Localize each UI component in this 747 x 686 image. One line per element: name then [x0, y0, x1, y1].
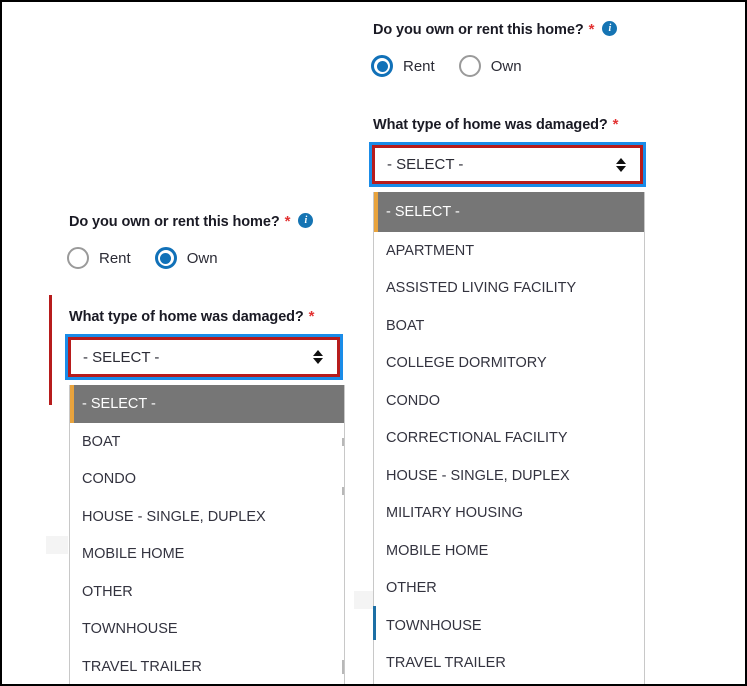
- left-home-type-question-text: What type of home was damaged?: [69, 308, 304, 325]
- scroll-hint-dot: [342, 487, 344, 495]
- dropdown-option[interactable]: TRAVEL TRAILER: [386, 655, 506, 672]
- dropdown-option[interactable]: TOWNHOUSE: [82, 621, 178, 638]
- dropdown-option[interactable]: BOAT: [82, 433, 121, 450]
- dropdown-scroll-marker: [373, 606, 376, 640]
- dropdown-option[interactable]: OTHER: [82, 583, 133, 600]
- left-home-type-select-box[interactable]: - SELECT -: [68, 337, 340, 377]
- right-radio-option-rent[interactable]: Rent: [371, 55, 435, 77]
- spinner-up-down-icon[interactable]: [616, 157, 626, 172]
- right-home-type-question-text: What type of home was damaged?: [373, 116, 608, 133]
- dropdown-option[interactable]: CORRECTIONAL FACILITY: [386, 430, 568, 447]
- dropdown-option[interactable]: HOUSE - SINGLE, DUPLEX: [386, 467, 570, 484]
- dropdown-option[interactable]: - SELECT -: [374, 192, 644, 232]
- dropdown-option[interactable]: CONDO: [386, 392, 440, 409]
- scroll-hint-dot: [342, 438, 344, 446]
- dropdown-left-strip: [374, 192, 378, 232]
- dropdown-option[interactable]: APARTMENT: [386, 242, 475, 259]
- right-ownership-radio-group: Rent Own: [371, 55, 546, 77]
- required-asterisk: *: [612, 116, 619, 133]
- info-icon[interactable]: i: [298, 213, 314, 228]
- left-radio-option-own[interactable]: Own: [154, 247, 218, 269]
- dropdown-option[interactable]: MOBILE HOME: [82, 546, 185, 563]
- left-radio-option-rent[interactable]: Rent: [67, 247, 131, 269]
- left-home-type-question-label: What type of home was damaged? *: [69, 308, 315, 325]
- error-accent-bar: [49, 295, 52, 405]
- right-radio-own-input[interactable]: [458, 55, 481, 77]
- right-radio-option-own[interactable]: Own: [458, 55, 522, 77]
- info-icon[interactable]: i: [602, 21, 618, 36]
- dropdown-option[interactable]: CONDO: [82, 471, 136, 488]
- dropdown-option[interactable]: TRAVEL TRAILER: [82, 658, 202, 675]
- left-radio-rent-input[interactable]: [67, 247, 89, 269]
- dropdown-option[interactable]: OTHER: [386, 580, 437, 597]
- background-artifact: [46, 536, 68, 554]
- right-radio-own-label: Own: [490, 57, 522, 75]
- right-ownership-question-label: Do you own or rent this home? * i: [373, 21, 618, 38]
- scroll-hint-dot: [342, 660, 344, 674]
- left-home-type-select[interactable]: - SELECT -: [65, 334, 343, 380]
- dropdown-option[interactable]: MOBILE HOME: [386, 542, 489, 559]
- right-home-type-select[interactable]: - SELECT -: [369, 142, 646, 187]
- right-home-type-select-value: - SELECT -: [387, 156, 464, 173]
- right-radio-rent-label: Rent: [403, 57, 435, 75]
- required-asterisk: *: [284, 213, 291, 230]
- required-asterisk: *: [588, 21, 595, 38]
- dropdown-option[interactable]: HOUSE - SINGLE, DUPLEX: [82, 508, 266, 525]
- right-home-type-select-box[interactable]: - SELECT -: [372, 145, 643, 184]
- right-radio-rent-input[interactable]: [371, 55, 393, 77]
- left-ownership-radio-group: Rent Own: [67, 247, 242, 269]
- left-ownership-question-label: Do you own or rent this home? * i: [69, 213, 314, 230]
- left-radio-rent-label: Rent: [99, 249, 131, 267]
- left-home-type-dropdown-list[interactable]: - SELECT - BOAT CONDO HOUSE - SINGLE, DU…: [69, 385, 345, 684]
- right-ownership-question-text: Do you own or rent this home?: [373, 21, 584, 38]
- dropdown-option[interactable]: COLLEGE DORMITORY: [386, 355, 547, 372]
- left-radio-own-input[interactable]: [154, 247, 177, 269]
- right-home-type-dropdown-list[interactable]: - SELECT - APARTMENT ASSISTED LIVING FAC…: [373, 192, 645, 684]
- left-radio-own-label: Own: [186, 249, 218, 267]
- background-artifact: [354, 591, 374, 609]
- required-asterisk: *: [308, 308, 315, 325]
- spinner-up-down-icon[interactable]: [313, 350, 323, 364]
- dropdown-option[interactable]: BOAT: [386, 317, 425, 334]
- dropdown-option[interactable]: - SELECT -: [70, 385, 344, 423]
- dropdown-option[interactable]: TOWNHOUSE: [386, 617, 482, 634]
- left-ownership-question-text: Do you own or rent this home?: [69, 213, 280, 230]
- dropdown-option[interactable]: ASSISTED LIVING FACILITY: [386, 280, 577, 297]
- dropdown-left-strip: [70, 385, 74, 423]
- left-home-type-select-value: - SELECT -: [83, 348, 160, 366]
- dropdown-option[interactable]: MILITARY HOUSING: [386, 505, 523, 522]
- right-home-type-question-label: What type of home was damaged? *: [373, 116, 619, 133]
